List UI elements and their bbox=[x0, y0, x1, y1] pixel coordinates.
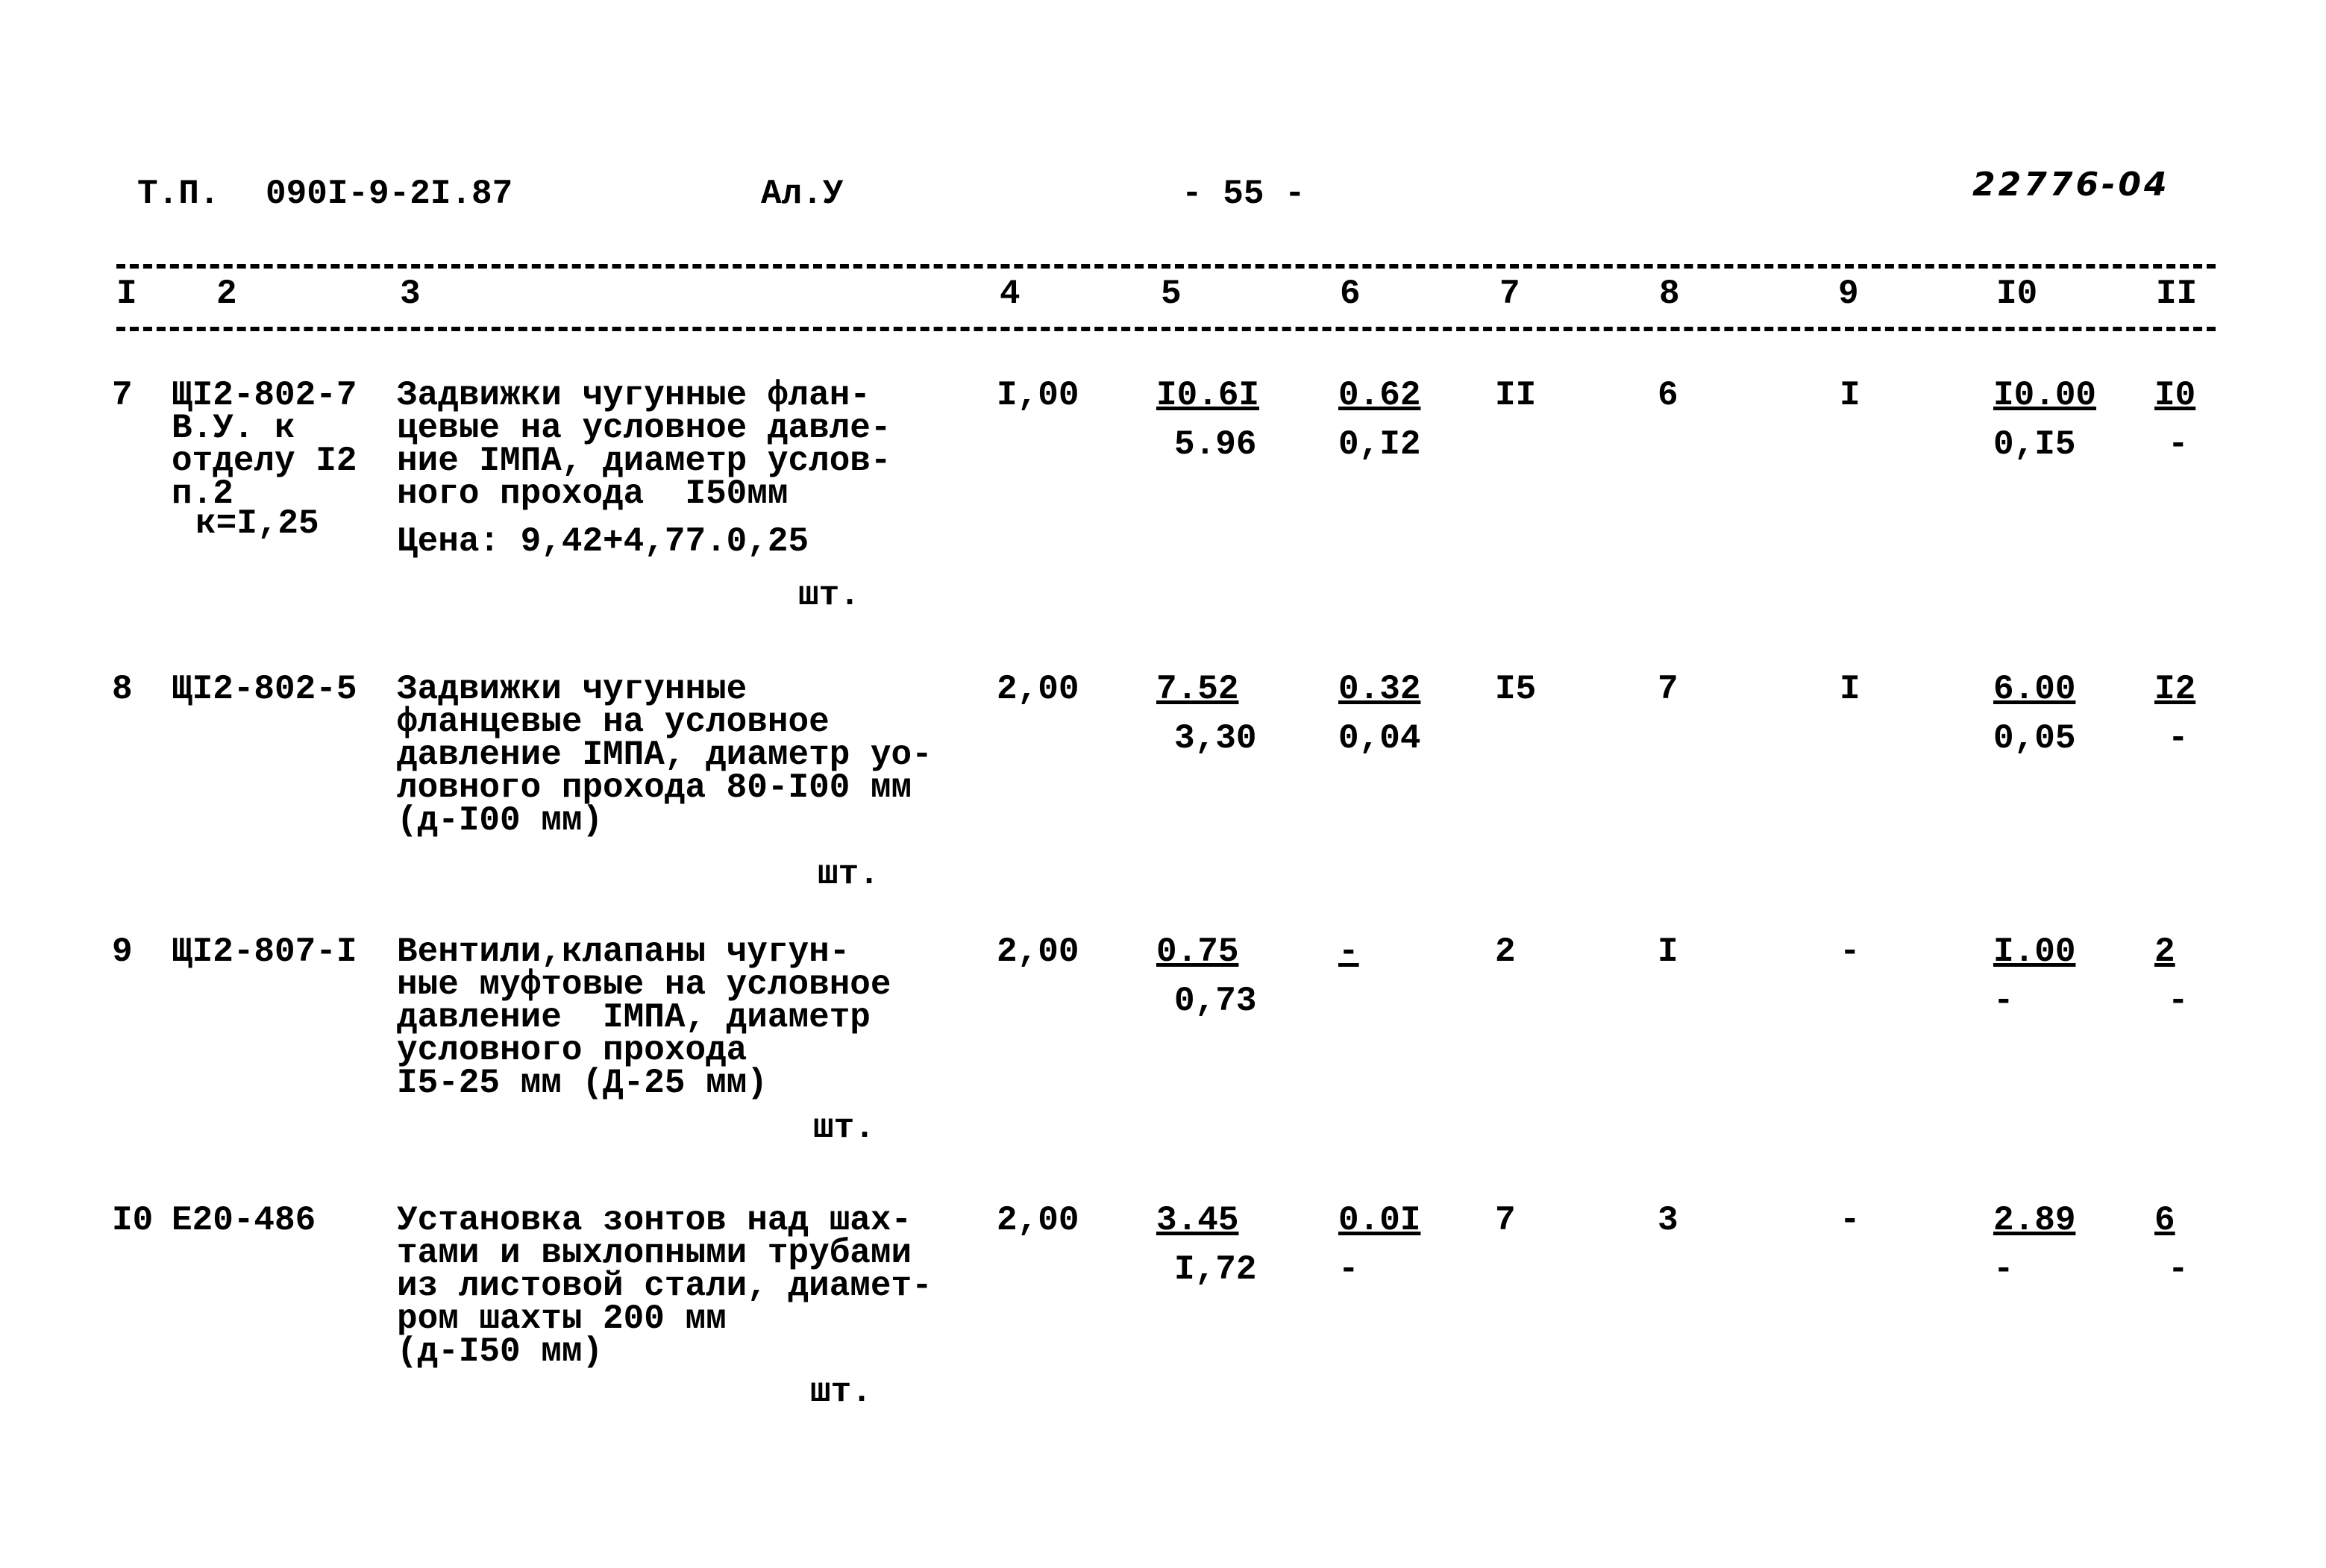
unit-cost-machines-wages: 0,04 bbox=[1338, 719, 1421, 758]
norm-code: Е20-486 bbox=[172, 1201, 316, 1240]
unit-cost-wages: 0,73 bbox=[1174, 982, 1257, 1020]
quantity: 2,00 bbox=[997, 932, 1079, 971]
unit-cost-machines: 0.62 bbox=[1338, 376, 1421, 415]
column-header-3: 3 bbox=[400, 275, 421, 313]
series-label: Т.П. bbox=[137, 175, 220, 213]
column-10-sub-value: 0,I5 bbox=[1993, 425, 2076, 464]
unit-cost-machines: 0.0I bbox=[1338, 1201, 1421, 1240]
column-header-11: II bbox=[2156, 275, 2198, 313]
unit-cost-total: 7.52 bbox=[1156, 670, 1239, 709]
handwritten-stamp: 22776-04 bbox=[1972, 166, 2170, 204]
project-number: 090I-9-2I.87 bbox=[266, 175, 513, 213]
unit-cost-wages: 3,30 bbox=[1174, 719, 1257, 758]
quantity: I,00 bbox=[997, 376, 1079, 415]
column-8-value: 7 bbox=[1658, 670, 1678, 709]
unit-cost-machines-wages: 0,I2 bbox=[1338, 425, 1421, 464]
column-10-sub-value: - bbox=[1993, 982, 2014, 1020]
column-9-value: I bbox=[1840, 670, 1861, 709]
column-11-value: 6 bbox=[2154, 1201, 2175, 1240]
column-header-1: I bbox=[116, 275, 137, 313]
column-header-8: 8 bbox=[1659, 275, 1680, 313]
column-11-value: 2 bbox=[2154, 932, 2175, 971]
page-number: - 55 - bbox=[1182, 175, 1305, 213]
column-header-5: 5 bbox=[1161, 275, 1182, 313]
column-9-value: - bbox=[1840, 1201, 1861, 1240]
quantity: 2,00 bbox=[997, 670, 1079, 709]
unit-cost-machines-wages: - bbox=[1338, 1250, 1359, 1289]
column-7-value: II bbox=[1495, 376, 1537, 415]
column-11-sub-value: - bbox=[2168, 719, 2189, 758]
column-10-value: I.00 bbox=[1993, 932, 2076, 971]
album-label: Ал.У bbox=[761, 175, 844, 213]
column-11-sub-value: - bbox=[2168, 1250, 2189, 1289]
work-description: Вентили,клапаны чугун- ные муфтовые на у… bbox=[397, 932, 891, 1103]
column-header-9: 9 bbox=[1838, 275, 1859, 313]
unit-cost-total: 0.75 bbox=[1156, 932, 1239, 971]
norm-code: ЩI2-802-7 В.У. к отделу I2 п.2 bbox=[172, 376, 357, 513]
row-number: I0 bbox=[112, 1201, 154, 1240]
quantity: 2,00 bbox=[997, 1201, 1079, 1240]
column-header-6: 6 bbox=[1340, 275, 1361, 313]
column-header-4: 4 bbox=[1000, 275, 1021, 313]
column-7-value: 7 bbox=[1495, 1201, 1516, 1240]
work-description: Задвижки чугунные фланцевые на условное … bbox=[397, 670, 932, 840]
column-11-sub-value: - bbox=[2168, 982, 2189, 1020]
column-11-value: I2 bbox=[2154, 670, 2196, 709]
column-9-value: - bbox=[1840, 932, 1861, 971]
column-10-sub-value: 0,05 bbox=[1993, 719, 2076, 758]
divider-top bbox=[116, 264, 2216, 269]
column-10-value: 6.00 bbox=[1993, 670, 2076, 709]
norm-code: ЩI2-807-I bbox=[172, 932, 357, 971]
row-number: 7 bbox=[112, 376, 133, 415]
column-8-value: 3 bbox=[1658, 1201, 1678, 1240]
column-header-7: 7 bbox=[1499, 275, 1520, 313]
column-header-2: 2 bbox=[216, 275, 237, 313]
column-11-sub-value: - bbox=[2168, 425, 2189, 464]
column-9-value: I bbox=[1840, 376, 1861, 415]
divider-bottom bbox=[116, 327, 2216, 331]
column-header-10: I0 bbox=[1996, 275, 2038, 313]
unit-cost-total: 3.45 bbox=[1156, 1201, 1239, 1240]
coefficient: к=I,25 bbox=[195, 504, 319, 543]
unit-label: шт. bbox=[810, 1373, 872, 1411]
unit-cost-wages: I,72 bbox=[1174, 1250, 1257, 1289]
price-formula: Цена: 9,42+4,77.0,25 bbox=[397, 522, 809, 561]
row-number: 8 bbox=[112, 670, 133, 709]
column-10-value: I0.00 bbox=[1993, 376, 2097, 415]
unit-cost-total: I0.6I bbox=[1156, 376, 1260, 415]
unit-label: шт. bbox=[818, 855, 880, 894]
unit-cost-wages: 5.96 bbox=[1174, 425, 1257, 464]
work-description: Задвижки чугунные флан- цевые на условно… bbox=[397, 376, 891, 513]
work-description: Установка зонтов над шах- тами и выхлопн… bbox=[397, 1201, 932, 1371]
unit-label: шт. bbox=[813, 1108, 875, 1147]
column-8-value: I bbox=[1658, 932, 1678, 971]
column-7-value: 2 bbox=[1495, 932, 1516, 971]
unit-cost-machines: 0.32 bbox=[1338, 670, 1421, 709]
unit-cost-machines: - bbox=[1338, 932, 1359, 971]
row-number: 9 bbox=[112, 932, 133, 971]
column-10-sub-value: - bbox=[1993, 1250, 2014, 1289]
column-8-value: 6 bbox=[1658, 376, 1678, 415]
unit-label: шт. bbox=[798, 576, 860, 615]
norm-code: ЩI2-802-5 bbox=[172, 670, 357, 709]
column-11-value: I0 bbox=[2154, 376, 2196, 415]
column-10-value: 2.89 bbox=[1993, 1201, 2076, 1240]
column-7-value: I5 bbox=[1495, 670, 1537, 709]
